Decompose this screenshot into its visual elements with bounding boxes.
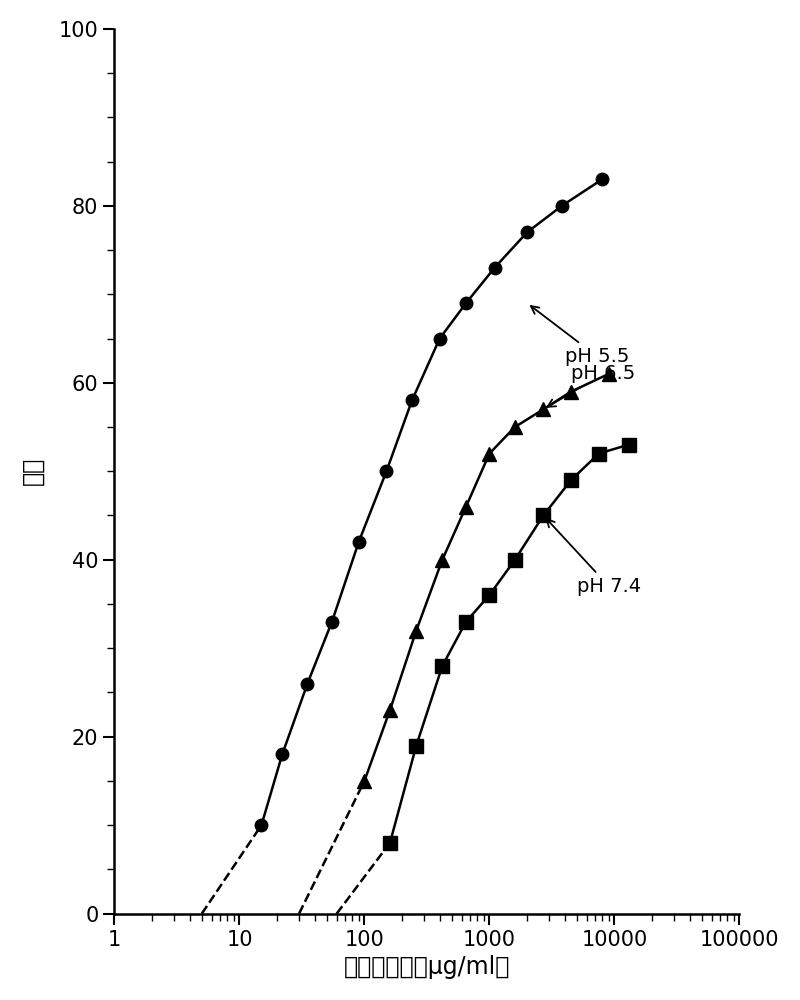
Text: pH 7.4: pH 7.4	[546, 519, 641, 596]
Text: pH 6.5: pH 6.5	[547, 364, 635, 407]
Text: pH 5.5: pH 5.5	[531, 306, 629, 366]
Y-axis label: 单位: 单位	[21, 457, 45, 485]
X-axis label: 蛋白质浓度（μg/ml）: 蛋白质浓度（μg/ml）	[344, 955, 510, 979]
